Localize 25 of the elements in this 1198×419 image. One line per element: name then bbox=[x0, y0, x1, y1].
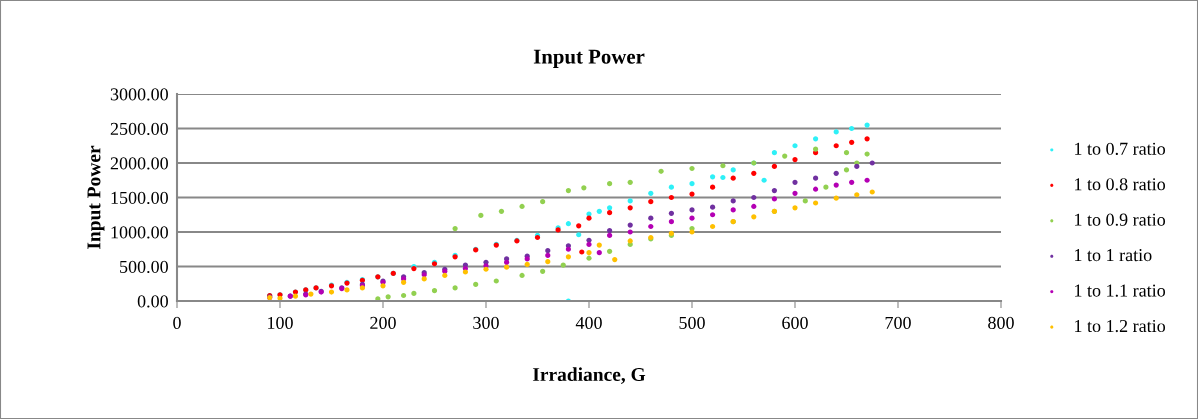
legend-label: 1 to 1 ratio bbox=[1075, 249, 1152, 262]
x-tick-label: 0 bbox=[173, 316, 181, 329]
x-tick-label: 300 bbox=[473, 316, 499, 329]
y-tick-label: 2500.00 bbox=[110, 122, 168, 136]
y-tick-label: 3000.00 bbox=[110, 88, 168, 101]
x-tick-label: 600 bbox=[782, 316, 808, 329]
x-tick-label: 100 bbox=[268, 316, 293, 329]
x-tick-label: 700 bbox=[885, 316, 911, 329]
legend-label: 1 to 0.8 ratio bbox=[1075, 178, 1166, 191]
legend-label: 1 to 1.1 ratio bbox=[1075, 284, 1166, 297]
y-tick-label: 1500.00 bbox=[111, 191, 168, 205]
legend-label: 1 to 1.2 ratio bbox=[1075, 319, 1166, 333]
y-axis-title: Input Power bbox=[87, 145, 105, 249]
x-tick-label: 200 bbox=[370, 316, 396, 329]
chart-title: Input Power bbox=[533, 49, 645, 68]
legend-label: 1 to 0.9 ratio bbox=[1075, 213, 1166, 226]
y-tick-label: 0.00 bbox=[137, 295, 168, 308]
x-axis-title: Irradiance, G bbox=[532, 367, 646, 384]
x-tick-label: 800 bbox=[988, 316, 1014, 329]
x-tick-label: 400 bbox=[575, 316, 602, 329]
legend-label: 1 to 0.7 ratio bbox=[1075, 142, 1166, 155]
x-tick-label: 500 bbox=[679, 316, 705, 329]
y-tick-label: 500.00 bbox=[120, 260, 168, 274]
y-tick-label: 1000.00 bbox=[111, 226, 168, 239]
y-tick-label: 2000.00 bbox=[110, 157, 168, 170]
